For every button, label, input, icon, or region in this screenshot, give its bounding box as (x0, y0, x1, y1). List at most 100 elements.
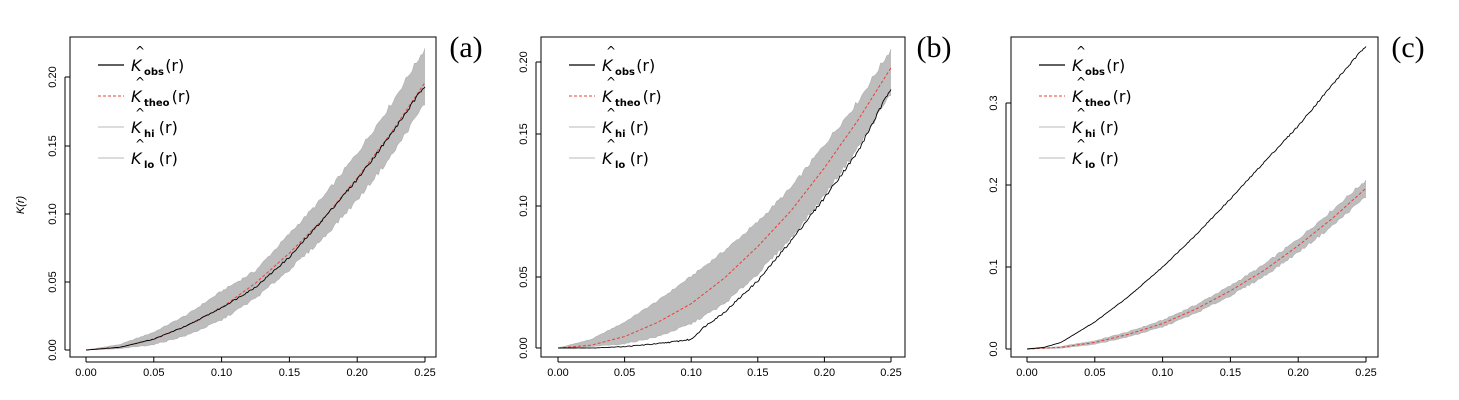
y-tick-label: 0.15 (518, 123, 530, 144)
x-tick-label: 0.20 (1287, 367, 1308, 379)
series-lo-line (85, 104, 426, 351)
panel-label: (a) (449, 31, 482, 64)
x-tick-label: 0.10 (680, 367, 701, 379)
y-tick-label: 0.00 (518, 337, 530, 358)
legend-symbol: K (131, 56, 143, 75)
x-tick-label: 0.25 (1355, 367, 1376, 379)
legend-subscript: hi (144, 129, 155, 140)
legend-subscript: lo (615, 160, 625, 171)
x-tick-label: 0.10 (1152, 367, 1173, 379)
legend-argument: (r) (165, 56, 184, 75)
legend-argument: (r) (1113, 87, 1132, 106)
legend-argument: (r) (172, 87, 191, 106)
legend-subscript: obs (144, 67, 164, 78)
legend-entry: ^K obs (r) (1072, 44, 1125, 78)
x-tick-label: 0.10 (211, 367, 232, 379)
plot-frame (69, 36, 437, 358)
legend-entry: ^K lo (r) (131, 137, 178, 171)
y-tick-label: 0.20 (518, 51, 530, 72)
series-hi-line (1026, 179, 1367, 350)
y-tick-label: 0.0 (988, 341, 1000, 356)
legend-hat: ^ (606, 137, 616, 151)
legend-subscript: obs (615, 67, 635, 78)
y-axis-label: K(r) (15, 196, 27, 215)
legend-symbol: K (131, 118, 143, 137)
x-tick-label: 0.25 (880, 367, 901, 379)
envelope-band (86, 48, 425, 350)
legend-argument: (r) (636, 56, 655, 75)
legend: ^K obs (r)^K theo (r)^K hi (r)^K lo (r) (1039, 44, 1132, 171)
legend-symbol: K (602, 118, 614, 137)
legend-subscript: theo (1085, 98, 1111, 109)
x-tick-label: 0.15 (1220, 367, 1241, 379)
y-tick-label: 0.20 (47, 66, 59, 87)
legend-argument: (r) (643, 87, 662, 106)
series-theo-line (1026, 187, 1367, 350)
x-tick-label: 0.00 (547, 367, 568, 379)
legend-entry: ^K obs (r) (602, 44, 655, 78)
legend-subscript: obs (1085, 67, 1105, 78)
legend-entry: ^K obs (r) (131, 44, 184, 78)
legend-argument: (r) (630, 118, 649, 137)
x-tick-label: 0.00 (75, 367, 96, 379)
series-hi-line (85, 48, 426, 351)
x-tick-label: 0.05 (614, 367, 635, 379)
legend-hat: ^ (606, 106, 616, 120)
legend-hat: ^ (1076, 75, 1086, 89)
series-obs-line (558, 89, 892, 349)
y-tick-label: 0.10 (518, 195, 530, 216)
legend-symbol: K (602, 56, 614, 75)
legend-hat: ^ (606, 44, 616, 58)
x-tick-label: 0.00 (1016, 367, 1037, 379)
panel-c: 0.00 0.05 0.10 0.15 0.20 0.25 0.0 0.1 0.2 0.3 (c) ^… (988, 31, 1425, 379)
legend-hat: ^ (1076, 106, 1086, 120)
legend-entry: ^K lo (r) (1072, 137, 1119, 171)
panel-a: 0.00 0.05 0.10 0.15 0.20 0.25 0.00 0.05 0.10 0.15… (15, 31, 483, 379)
x-tick-label: 0.15 (279, 367, 300, 379)
legend-argument: (r) (159, 118, 178, 137)
envelope-band (1027, 180, 1366, 349)
legend-hat: ^ (135, 75, 145, 89)
x-tick-label: 0.20 (346, 367, 367, 379)
series-obs-line (1026, 46, 1367, 350)
legend-subscript: theo (144, 98, 170, 109)
legend-argument: (r) (630, 149, 649, 168)
legend-entry: ^K hi (r) (131, 106, 178, 140)
legend-hat: ^ (135, 137, 145, 151)
legend-hat: ^ (606, 75, 616, 89)
legend-hat: ^ (135, 106, 145, 120)
legend-hat: ^ (135, 44, 145, 58)
series-lo-line (557, 95, 892, 349)
legend-argument: (r) (1100, 118, 1119, 137)
legend: ^K obs (r)^K theo (r)^K hi (r)^K lo (r) (98, 44, 191, 171)
legend-argument: (r) (1106, 56, 1125, 75)
legend-entry: ^K theo (r) (602, 75, 662, 109)
legend-hat: ^ (1076, 44, 1086, 58)
legend-subscript: lo (144, 160, 154, 171)
y-tick-label: 0.10 (47, 203, 59, 224)
legend-entry: ^K theo (r) (131, 75, 191, 109)
y-tick-label: 0.1 (988, 259, 1000, 274)
legend-symbol: K (1072, 149, 1084, 168)
y-tick-label: 0.05 (47, 271, 59, 292)
plot-frame (1010, 36, 1379, 358)
legend-entry: ^K hi (r) (602, 106, 649, 140)
y-tick-label: 0.15 (47, 135, 59, 156)
series-hi-line (557, 48, 892, 349)
panel-label: (c) (1391, 31, 1424, 64)
legend-symbol: K (131, 87, 143, 106)
legend-symbol: K (1072, 56, 1084, 75)
legend-subscript: hi (1085, 129, 1096, 140)
legend-subscript: lo (1085, 160, 1095, 171)
series-theo-line (557, 67, 892, 349)
envelope-band (558, 49, 891, 348)
legend-argument: (r) (1100, 149, 1119, 168)
panel-label: (b) (917, 31, 952, 64)
x-tick-label: 0.05 (143, 367, 164, 379)
legend-hat: ^ (1076, 137, 1086, 151)
legend-entry: ^K theo (r) (1072, 75, 1132, 109)
legend-entry: ^K hi (r) (1072, 106, 1119, 140)
legend-symbol: K (131, 149, 143, 168)
y-tick-label: 0.2 (988, 177, 1000, 192)
